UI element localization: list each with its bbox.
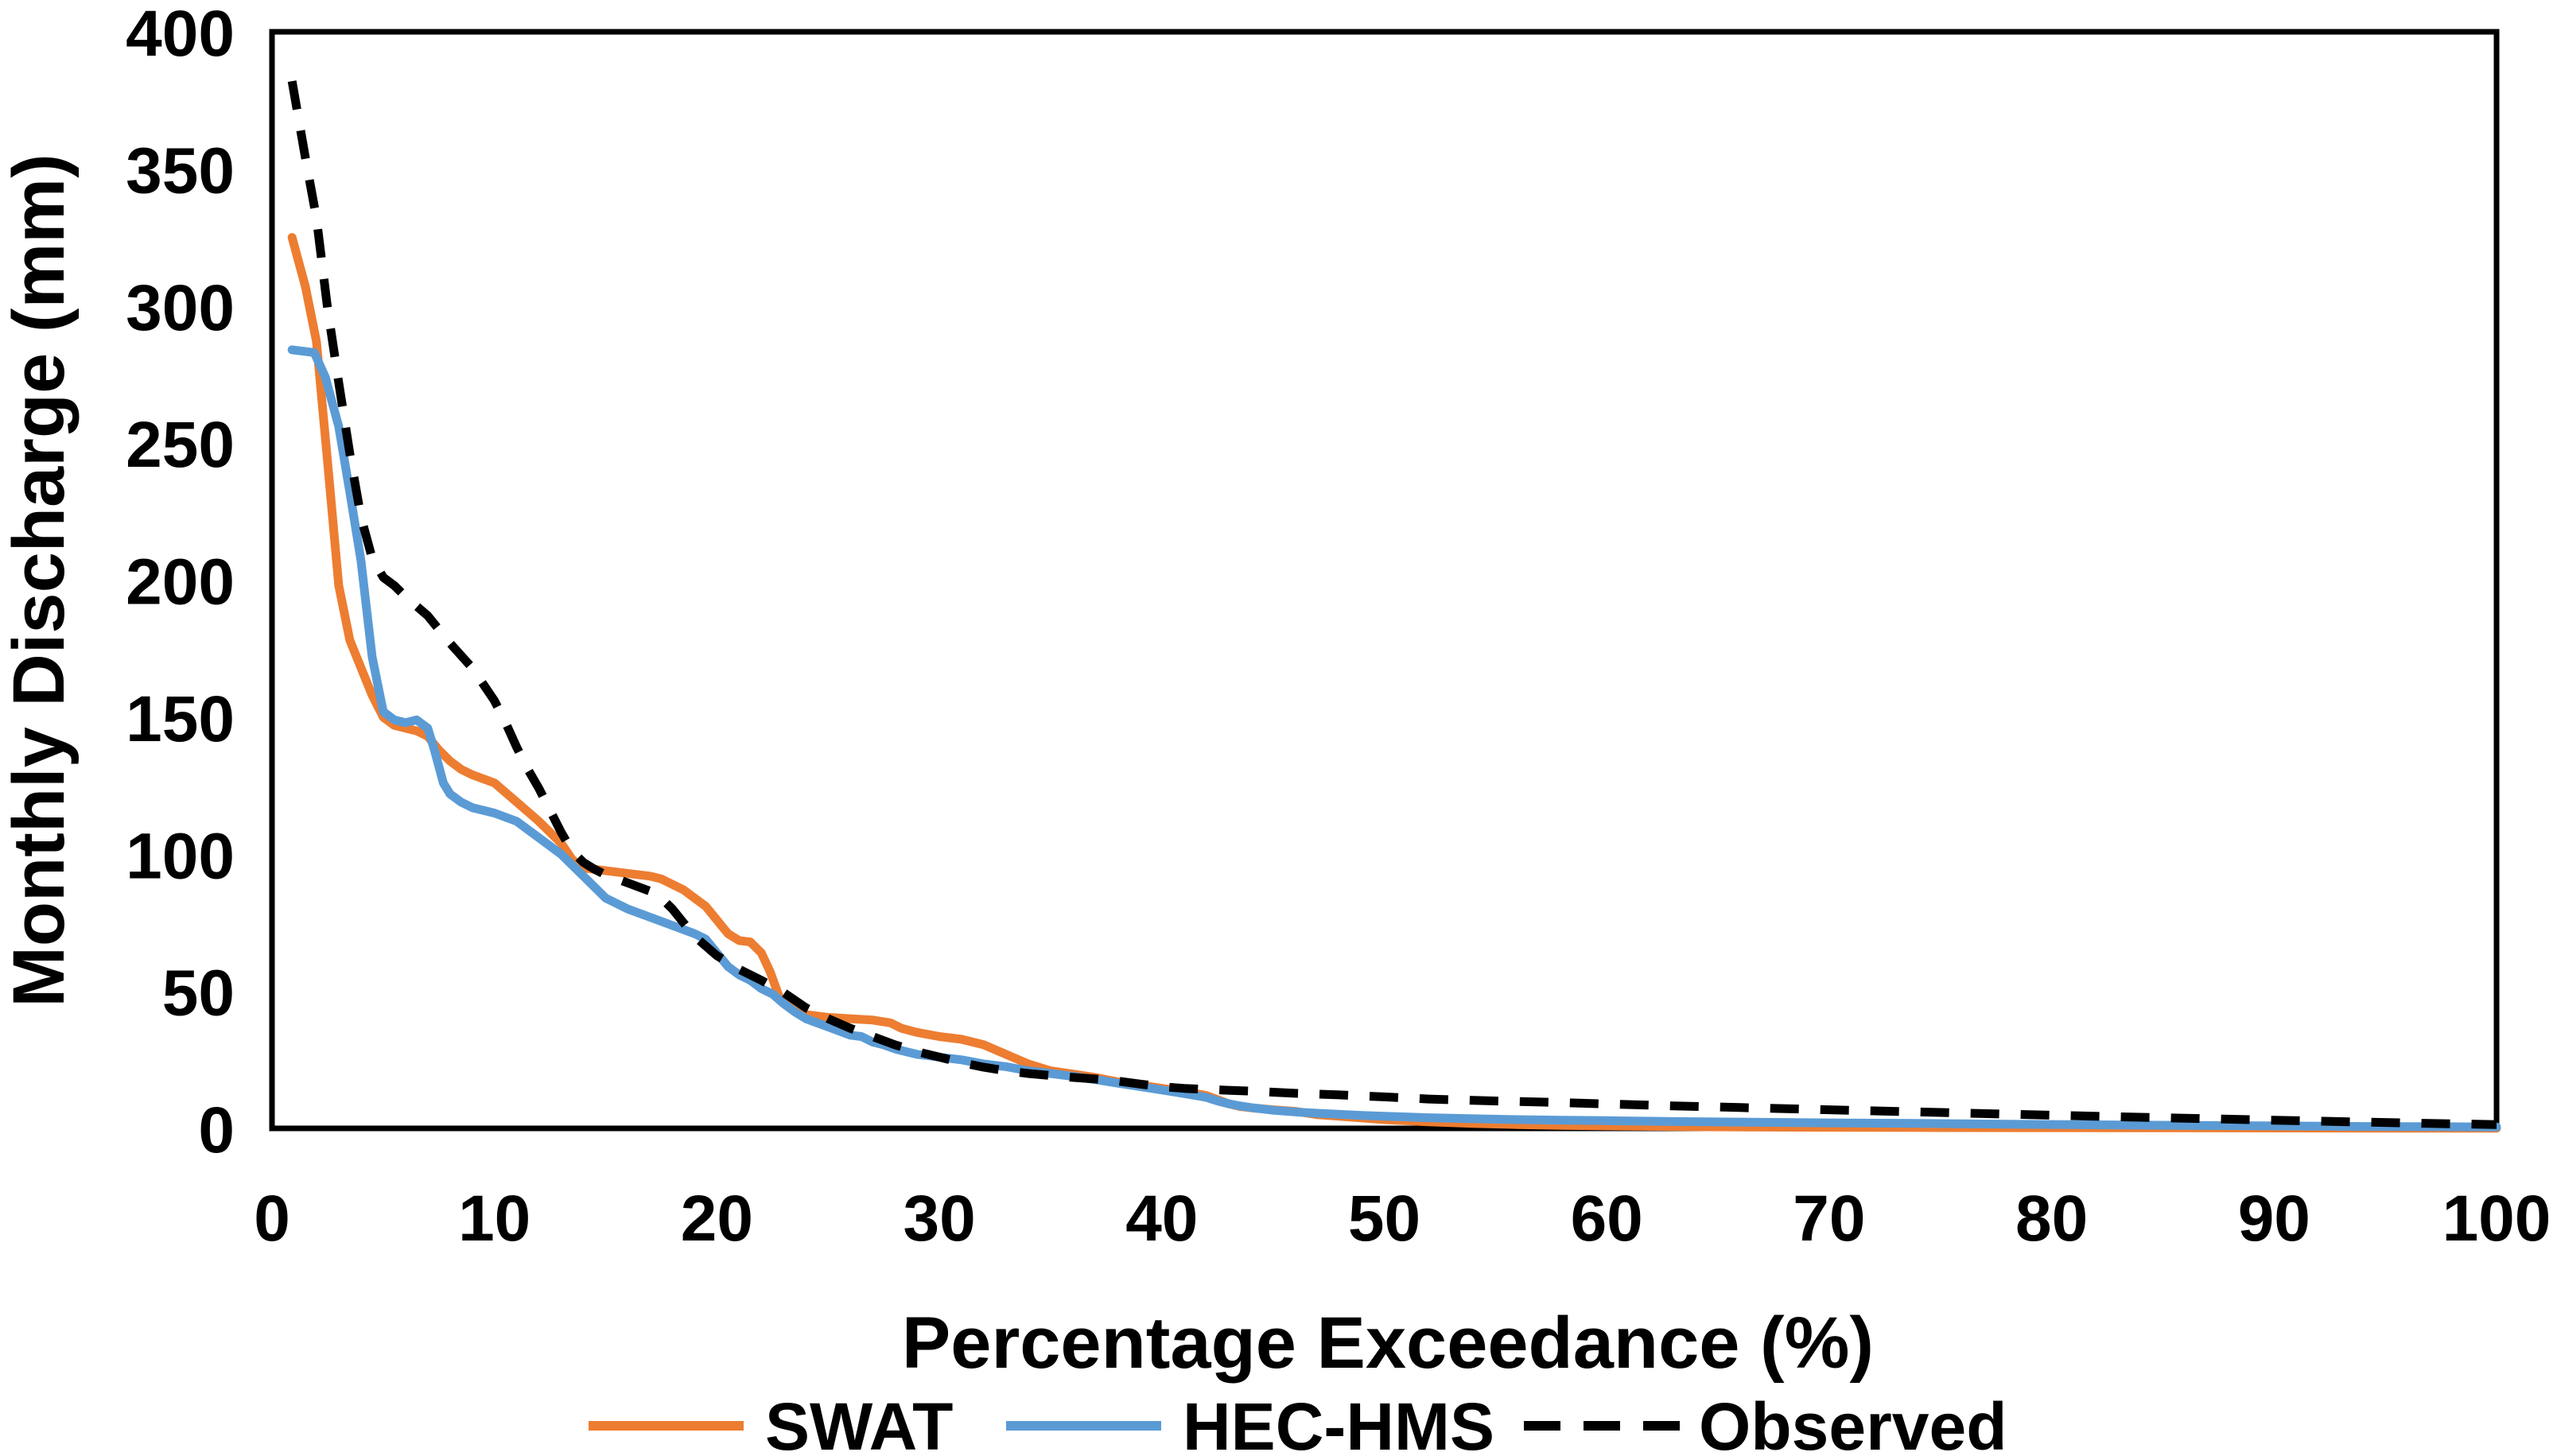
series-lines-group <box>287 80 2501 1133</box>
legend-label-observed: Observed <box>1699 1389 2007 1456</box>
y-tick-label-50: 50 <box>162 957 235 1030</box>
legend-item-hec-hms: HEC-HMS <box>1006 1389 1494 1456</box>
x-axis-tick-labels: 0 10 20 30 40 50 60 70 80 90 100 <box>254 1182 2551 1255</box>
x-tick-label-10: 10 <box>458 1182 530 1255</box>
legend-item-swat: SWAT <box>589 1389 953 1456</box>
x-tick-label-20: 20 <box>681 1182 753 1255</box>
y-tick-label-350: 350 <box>126 134 235 207</box>
y-tick-label-0: 0 <box>198 1094 235 1167</box>
x-tick-label-100: 100 <box>2442 1182 2551 1255</box>
y-axis-tick-labels: 0 50 100 150 200 250 300 350 400 <box>126 0 235 1167</box>
x-tick-label-50: 50 <box>1348 1182 1420 1255</box>
x-tick-label-90: 90 <box>2238 1182 2310 1255</box>
legend: SWAT HEC-HMS Observed <box>589 1389 2007 1456</box>
x-axis-title: Percentage Exceedance (%) <box>902 1303 1874 1384</box>
legend-item-observed: Observed <box>1524 1389 2007 1456</box>
plot-border <box>269 29 2500 1132</box>
series-line-swat <box>287 233 2501 1133</box>
y-tick-label-400: 400 <box>126 0 235 70</box>
y-tick-label-200: 200 <box>126 546 235 619</box>
x-tick-label-60: 60 <box>1571 1182 1643 1255</box>
legend-label-swat: SWAT <box>765 1389 953 1456</box>
x-tick-label-80: 80 <box>2015 1182 2088 1255</box>
y-tick-label-100: 100 <box>126 820 235 892</box>
x-tick-label-70: 70 <box>1793 1182 1865 1255</box>
legend-label-hec-hms: HEC-HMS <box>1183 1389 1494 1456</box>
y-tick-label-250: 250 <box>126 409 235 481</box>
y-tick-label-300: 300 <box>126 272 235 344</box>
series-line-observed <box>287 80 2497 1129</box>
y-axis-title: Monthly Discharge (mm) <box>0 153 80 1007</box>
x-tick-label-0: 0 <box>254 1182 290 1255</box>
x-tick-label-40: 40 <box>1125 1182 1198 1255</box>
y-tick-label-150: 150 <box>126 683 235 755</box>
x-tick-label-30: 30 <box>903 1182 975 1255</box>
series-line-hec-hms <box>287 345 2501 1132</box>
